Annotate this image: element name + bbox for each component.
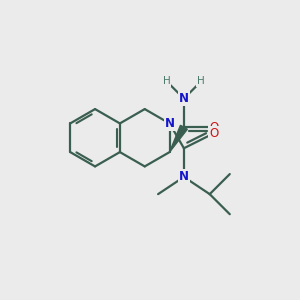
- Text: N: N: [179, 170, 189, 183]
- Text: H: H: [197, 76, 205, 86]
- Text: O: O: [209, 121, 218, 134]
- Text: N: N: [179, 92, 189, 105]
- Text: H: H: [163, 76, 171, 86]
- Polygon shape: [169, 125, 187, 152]
- Text: N: N: [165, 117, 175, 130]
- Text: O: O: [209, 128, 218, 140]
